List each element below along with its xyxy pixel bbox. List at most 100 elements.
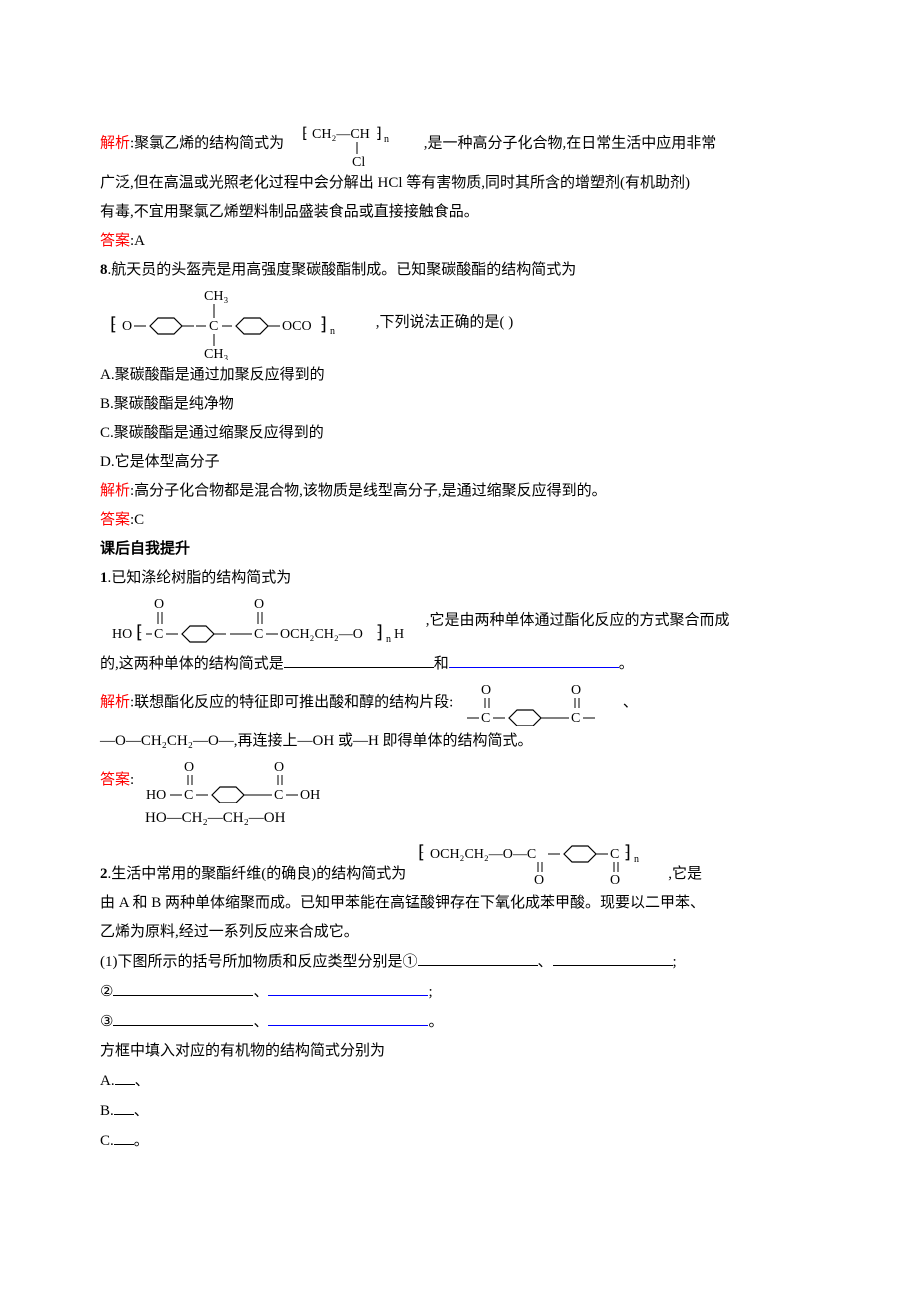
q1-text-pre: .已知涤纶树脂的结构简式为 [108, 570, 292, 586]
svg-text:n: n [384, 134, 389, 145]
svg-text:C: C [274, 788, 283, 803]
q1-analysis-struct: O O C C [463, 680, 613, 726]
svg-text:C: C [184, 788, 193, 803]
pvc-structure: ⁅ CH₂—CH ⁆ n Cl [294, 120, 414, 168]
q2-opt-c-label: C. [100, 1133, 114, 1149]
q2-box-text: 方框中填入对应的有机物的结构简式分别为 [100, 1038, 820, 1065]
blank-input[interactable] [114, 1097, 134, 1115]
blank-link[interactable] [449, 656, 619, 672]
svg-text:CH₃: CH₃ [204, 347, 228, 360]
svg-text:⁅: ⁅ [110, 314, 117, 334]
q1-answer-colon: : [130, 772, 134, 788]
q1-stem: 1.已知涤纶树脂的结构简式为 [100, 565, 820, 592]
svg-text:n: n [634, 854, 639, 865]
q1-answer: 答案: O O HO C C OH [100, 757, 820, 803]
blank-link[interactable] [268, 1014, 428, 1030]
q1-structure: O O HO ⁅ C C OCH₂CH₂—O ⁆ n H [106, 594, 416, 648]
svg-text:C: C [610, 847, 619, 862]
analysis-label: 解析 [100, 483, 130, 499]
q1-structure-line: O O HO ⁅ C C OCH₂CH₂—O ⁆ n H [100, 594, 820, 648]
q8-analysis: 解析:高分子化合物都是混合物,该物质是线型高分子,是通过缩聚反应得到的。 [100, 478, 820, 505]
q2-text-pre: .生活中常用的聚酯纤维(的确良)的结构简式为 [108, 866, 407, 882]
q2-structure: ⁅ OCH₂CH₂—O—C C ⁆ n O O [412, 834, 662, 888]
q2-sub3: ③、。 [100, 1008, 820, 1036]
blank-link[interactable] [268, 984, 428, 1000]
svg-text:H: H [394, 627, 404, 642]
q8-stem: 8.航天员的头盔壳是用高强度聚碳酸酯制成。已知聚碳酸酯的结构简式为 [100, 257, 820, 284]
q2-sub1-post: ; [673, 954, 677, 970]
svg-text:O: O [534, 873, 544, 888]
analysis-label: 解析 [100, 135, 130, 151]
q2-sub3-post: 。 [428, 1014, 443, 1030]
pvc-analysis-line2: 广泛,但在高温或光照老化过程中会分解出 HCl 等有害物质,同时其所含的增塑剂(… [100, 170, 820, 197]
pvc-answer-value: :A [130, 233, 145, 249]
svg-text:OH: OH [300, 788, 320, 803]
svg-text:CH₂—CH: CH₂—CH [312, 127, 370, 142]
svg-text:O: O [481, 683, 491, 698]
svg-text:O: O [254, 597, 264, 612]
pvc-analysis-post: ,是一种高分子化合物,在日常生活中应用非常 [424, 135, 717, 151]
q2-opt-b: B. 、 [100, 1097, 820, 1125]
pvc-analysis-line1: 解析:聚氯乙烯的结构简式为 ⁅ CH₂—CH ⁆ n Cl ,是一种高分子化合物… [100, 120, 820, 168]
svg-text:OCH₂CH₂—O: OCH₂CH₂—O [280, 627, 363, 642]
svg-text:C: C [254, 627, 263, 642]
q2-sub2-mid: 、 [253, 984, 268, 1000]
q2-line2: 由 A 和 B 两种单体缩聚而成。已知甲苯能在高锰酸钾存在下氧化成苯甲酸。现要以… [100, 890, 820, 917]
blank-input[interactable] [284, 650, 434, 668]
q2-comma2: 、 [134, 1103, 149, 1119]
svg-text:C: C [209, 319, 218, 334]
q1-line2-pre: 的,这两种单体的结构简式是 [100, 656, 284, 672]
svg-text:O: O [154, 597, 164, 612]
q2-stem-pre: 2.生活中常用的聚酯纤维(的确良)的结构简式为 [100, 861, 406, 888]
q1-blanks: 的,这两种单体的结构简式是和。 [100, 650, 820, 678]
q8-text-post: ,下列说法正确的是( ) [376, 314, 514, 330]
q8-structure-line: CH₃ ⁅ O C OCO ⁆ n CH₃ ,下列说法正确的是( [100, 286, 820, 360]
svg-text:⁅: ⁅ [418, 842, 425, 862]
q8-structure: CH₃ ⁅ O C OCO ⁆ n CH₃ [106, 286, 366, 360]
q1-period: 。 [619, 656, 634, 672]
blank-input[interactable] [115, 1067, 135, 1085]
answer-label: 答案 [100, 233, 130, 249]
q8-answer: 答案:C [100, 507, 820, 534]
svg-text:O: O [184, 760, 194, 775]
q2-opt-c: C.。 [100, 1127, 820, 1155]
section-title-text: 课后自我提升 [100, 541, 190, 557]
q2-sub2-pre: ② [100, 984, 113, 1000]
svg-text:⁆: ⁆ [376, 622, 383, 642]
blank-input[interactable] [114, 1127, 134, 1145]
pvc-analysis-pre: :聚氯乙烯的结构简式为 [130, 135, 284, 151]
svg-text:O: O [610, 873, 620, 888]
q8-opt-a: A.聚碳酸酯是通过加聚反应得到的 [100, 362, 820, 389]
svg-text:⁅: ⁅ [136, 622, 143, 642]
svg-text:⁆: ⁆ [624, 842, 631, 862]
blank-input[interactable] [553, 948, 673, 966]
q1-analysis-line2: —O—CH₂CH₂—O—,再连接上—OH 或—H 即得单体的结构简式。 [100, 728, 820, 755]
q1-text-post: ,它是由两种单体通过酯化反应的方式聚合而成 [426, 612, 730, 628]
svg-text:⁆: ⁆ [376, 126, 382, 142]
q2-sub1: (1)下图所示的括号所加物质和反应类型分别是①、; [100, 948, 820, 976]
q1-analysis-line1: 解析:联想酯化反应的特征即可推出酸和醇的结构片段: O O C C 、 [100, 680, 820, 726]
svg-text:C: C [481, 711, 490, 726]
q8-number: 8 [100, 262, 108, 278]
analysis-label: 解析 [100, 694, 130, 710]
q2-text-post: ,它是 [668, 861, 702, 888]
q2-opt-b-label: B. [100, 1103, 114, 1119]
svg-text:C: C [571, 711, 580, 726]
section-title: 课后自我提升 [100, 536, 820, 563]
blank-input[interactable] [113, 1008, 253, 1026]
q2-sub1-pre: (1)下图所示的括号所加物质和反应类型分别是① [100, 954, 418, 970]
q8-opt-d: D.它是体型高分子 [100, 449, 820, 476]
q2-comma: 、 [135, 1073, 150, 1089]
q1-answer-label-wrap: 答案: [100, 767, 134, 794]
svg-text:C: C [154, 627, 163, 642]
q2-number: 2 [100, 866, 108, 882]
blank-input[interactable] [113, 978, 253, 996]
svg-text:n: n [386, 634, 391, 645]
q1-number: 1 [100, 570, 108, 586]
svg-text:⁅: ⁅ [302, 126, 308, 142]
svg-text:⁆: ⁆ [320, 314, 327, 334]
q2-sub3-mid: 、 [253, 1014, 268, 1030]
svg-text:O: O [571, 683, 581, 698]
q2-stem: 2.生活中常用的聚酯纤维(的确良)的结构简式为 ⁅ OCH₂CH₂—O—C C … [100, 834, 820, 888]
blank-input[interactable] [418, 948, 538, 966]
